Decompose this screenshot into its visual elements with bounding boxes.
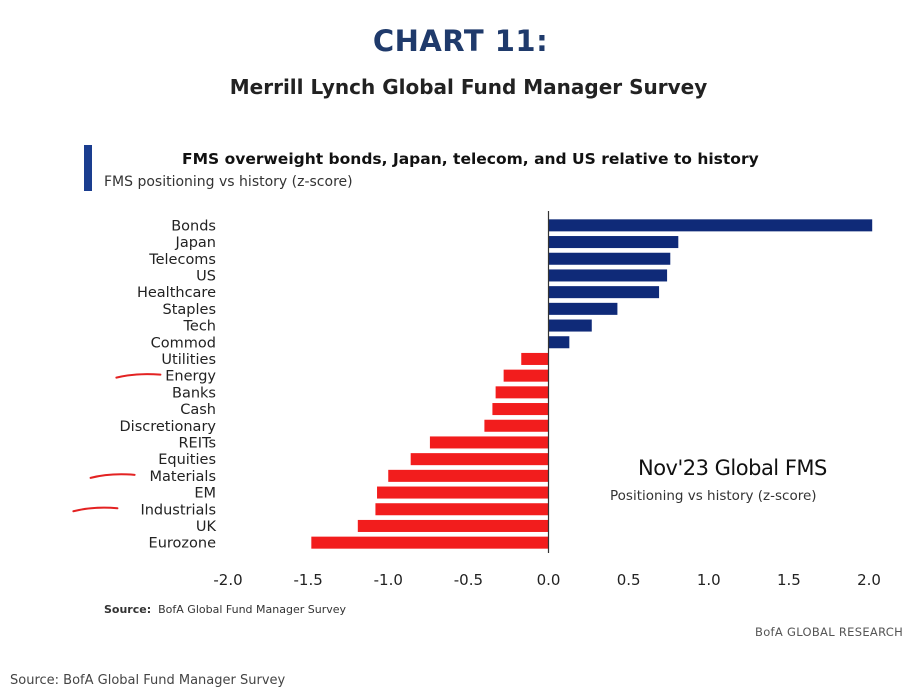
category-label-japan: Japan	[175, 235, 216, 251]
bar-us	[548, 269, 668, 282]
bar-healthcare	[548, 286, 660, 299]
bar-utilities	[521, 352, 549, 365]
x-tick-label: -1.5	[293, 571, 322, 589]
chart-title: FMS overweight bonds, Japan, telecom, an…	[182, 150, 759, 168]
category-label-telecoms: Telecoms	[148, 252, 216, 268]
x-tick-label: -0.5	[454, 571, 483, 589]
chart-subtitle: FMS positioning vs history (z-score)	[104, 174, 353, 190]
bar-cash	[492, 403, 549, 416]
inset-title: Nov'23 Global FMS	[638, 456, 827, 480]
chart-number-title: CHART 11:	[372, 24, 549, 58]
category-label-healthcare: Healthcare	[137, 285, 216, 301]
category-label-em: EM	[194, 486, 216, 502]
bar-reits	[429, 436, 549, 449]
bar-bonds	[548, 219, 873, 232]
bar-japan	[548, 236, 679, 249]
category-label-eurozone: Eurozone	[149, 536, 217, 552]
category-label-energy: Energy	[165, 369, 216, 385]
brand-label: BofA GLOBAL RESEARCH	[755, 625, 904, 639]
x-tick-label: 0.0	[537, 571, 561, 589]
outer-source: Source: BofA Global Fund Manager Survey	[10, 673, 286, 688]
source-text: BofA Global Fund Manager Survey	[158, 603, 347, 616]
bar-energy	[503, 369, 549, 382]
category-label-tech: Tech	[183, 319, 216, 335]
annotation-mark-industrials	[72, 506, 119, 513]
survey-subtitle: Merrill Lynch Global Fund Manager Survey	[229, 75, 708, 99]
category-label-us: US	[196, 268, 216, 284]
bar-equities	[410, 453, 549, 466]
category-label-cash: Cash	[180, 402, 216, 418]
chart-source: Source: BofA Global Fund Manager Survey	[104, 603, 346, 616]
bar-tech	[548, 319, 592, 332]
x-tick-label: -1.0	[374, 571, 403, 589]
inset-subtitle: Positioning vs history (z-score)	[610, 488, 817, 504]
category-label-industrials: Industrials	[140, 502, 216, 518]
x-tick-label: 0.5	[617, 571, 641, 589]
annotation-mark-energy	[115, 373, 162, 379]
bar-materials	[388, 469, 549, 482]
category-label-staples: Staples	[163, 302, 216, 318]
bar-uk	[357, 519, 549, 532]
bar-industrials	[375, 503, 549, 516]
bar-banks	[495, 386, 549, 399]
category-label-discretionary: Discretionary	[120, 419, 217, 435]
category-label-banks: Banks	[172, 385, 216, 401]
category-label-uk: UK	[196, 519, 217, 535]
x-tick-label: 1.0	[697, 571, 721, 589]
x-tick-label: 1.5	[777, 571, 801, 589]
bar-discretionary	[484, 419, 549, 432]
category-label-reits: REITs	[178, 435, 216, 451]
category-label-equities: Equities	[158, 452, 216, 468]
bar-eurozone	[311, 536, 549, 549]
annotation-mark-materials	[89, 473, 136, 479]
category-label-materials: Materials	[150, 469, 216, 485]
bar-telecoms	[548, 252, 671, 265]
bar-commod	[548, 336, 570, 349]
category-label-utilities: Utilities	[161, 352, 216, 368]
category-label-commod: Commod	[151, 335, 216, 351]
x-tick-label: 2.0	[857, 571, 881, 589]
title-accent-bar	[84, 145, 92, 191]
bar-staples	[548, 302, 618, 315]
category-label-bonds: Bonds	[171, 218, 216, 234]
source-label: Source:	[104, 603, 152, 616]
x-tick-label: -2.0	[213, 571, 242, 589]
bar-em	[377, 486, 549, 499]
